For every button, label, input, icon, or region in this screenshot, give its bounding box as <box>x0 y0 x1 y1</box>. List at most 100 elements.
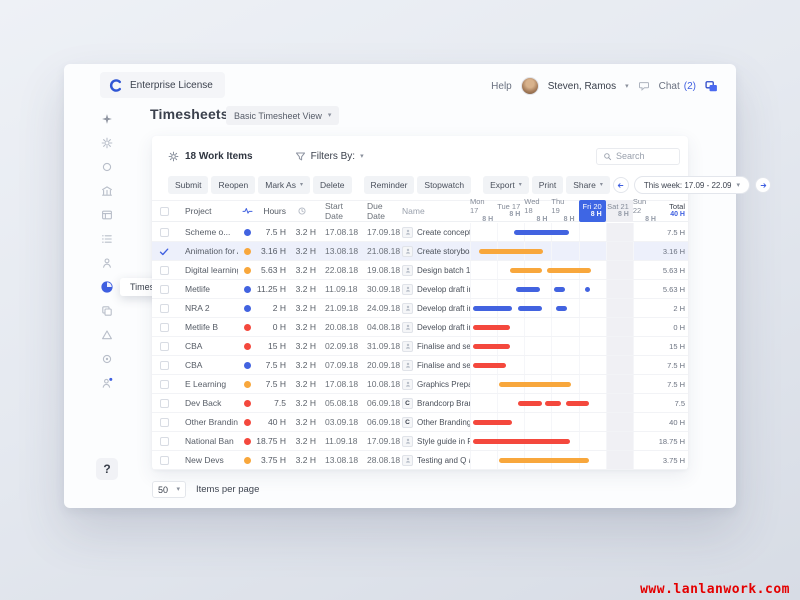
table-row[interactable]: New Devs 3.75 H 3.2 H 13.08.18 28.08.18 Testi… <box>152 451 688 470</box>
user-menu[interactable]: Steven, Ramos <box>547 80 617 92</box>
row-checkbox-cell <box>152 360 176 370</box>
week-range-selector[interactable]: This week: 17.09 - 22.09 ▾ <box>633 176 751 194</box>
row-checkbox[interactable] <box>159 379 169 389</box>
sidebar-item-copy[interactable] <box>95 304 119 318</box>
gantt-bar[interactable] <box>584 287 591 292</box>
row-checkbox[interactable] <box>159 398 169 408</box>
mark-as-button[interactable]: Mark As ▾ <box>258 176 310 194</box>
select-all-checkbox[interactable] <box>159 206 169 216</box>
day-column[interactable]: Sat 21 8 H <box>605 200 633 222</box>
avatar[interactable] <box>520 77 539 95</box>
gantt-bar[interactable] <box>514 230 569 235</box>
table-row[interactable]: Metlife B 0 H 3.2 H 20.08.18 04.08.18 Develop… <box>152 318 688 337</box>
start-date-cell: 22.08.18 <box>325 265 359 275</box>
row-checkbox[interactable] <box>159 360 169 370</box>
export-button[interactable]: Export ▾ <box>483 176 529 194</box>
gantt-bar[interactable] <box>473 420 513 425</box>
col-hours[interactable]: Hours <box>263 206 286 216</box>
gantt-bar[interactable] <box>473 344 511 349</box>
table-row[interactable]: National Ban 18.75 H 3.2 H 11.09.18 17.09.18… <box>152 432 688 451</box>
help-button[interactable]: ? <box>96 458 118 480</box>
day-column[interactable]: Mon 17 8 H <box>470 197 497 222</box>
page-size-select[interactable]: 50 ▾ <box>152 481 186 498</box>
gantt-bar[interactable] <box>498 458 590 463</box>
gantt-bar[interactable] <box>498 382 572 387</box>
enterprise-license-badge[interactable]: Enterprise License <box>100 72 225 98</box>
sidebar-item-circle[interactable] <box>95 160 119 174</box>
table-row[interactable]: E Learning 7.5 H 3.2 H 17.08.18 10.08.18 Grap… <box>152 375 688 394</box>
col-start-date[interactable]: Start Date <box>325 201 343 221</box>
sidebar-item-user[interactable] <box>95 256 119 270</box>
table-row[interactable]: CBA 15 H 3.2 H 02.09.18 31.09.18 Finalise and… <box>152 337 688 356</box>
submit-button[interactable]: Submit <box>168 176 209 194</box>
sidebar-item-board[interactable] <box>95 208 119 222</box>
filters-dropdown[interactable]: Filters By: ▾ <box>295 151 364 162</box>
day-column[interactable]: Sun 22 8 H <box>633 197 660 222</box>
share-button[interactable]: Share ▾ <box>566 176 610 194</box>
sidebar-item-timesheets[interactable] <box>95 280 119 294</box>
reminder-button[interactable]: Reminder <box>363 176 415 194</box>
row-checkbox[interactable] <box>159 417 169 427</box>
search-input[interactable] <box>616 151 673 161</box>
sidebar-item-settings[interactable] <box>95 352 119 366</box>
row-checkbox[interactable] <box>159 322 169 332</box>
sidebar-item-user-alert[interactable] <box>95 376 119 390</box>
help-link[interactable]: Help <box>491 80 512 92</box>
sidebar-item-list[interactable] <box>95 232 119 246</box>
next-week-button[interactable] <box>755 177 772 193</box>
gantt-bar[interactable] <box>565 401 590 406</box>
name-cell: Create concept sketch - Info... <box>402 226 470 238</box>
table-row[interactable]: Metlife 11.25 H 3.2 H 11.09.18 30.09.18 Devel… <box>152 280 688 299</box>
sidebar-item-gear[interactable] <box>95 136 119 150</box>
sidebar-item-bank[interactable] <box>95 184 119 198</box>
day-column[interactable]: Tue 17 8 H <box>497 200 524 222</box>
gantt-bar[interactable] <box>478 249 543 254</box>
gantt-bar[interactable] <box>556 306 568 311</box>
table-row[interactable]: Other Branding 40 H 3.2 H 03.09.18 06.09.18 C… <box>152 413 688 432</box>
gantt-bar[interactable] <box>515 287 540 292</box>
gantt-bar[interactable] <box>517 306 542 311</box>
gantt-bar[interactable] <box>546 268 591 273</box>
delete-button[interactable]: Delete <box>312 176 352 194</box>
gantt-bar[interactable] <box>554 287 566 292</box>
prev-week-button[interactable] <box>612 177 629 193</box>
col-total[interactable]: Total 40 H <box>660 202 688 220</box>
sidebar-item-star[interactable] <box>95 112 119 126</box>
row-checkbox[interactable] <box>159 436 169 446</box>
table-row[interactable]: Digital learning 5.63 H 3.2 H 22.08.18 19.08… <box>152 261 688 280</box>
print-button[interactable]: Print <box>531 176 564 194</box>
view-selector[interactable]: Basic Timesheet View ▾ <box>226 106 340 125</box>
col-due-date[interactable]: Due Date <box>367 201 385 221</box>
day-column[interactable]: Thu 19 8 H <box>551 197 578 222</box>
col-project[interactable]: Project <box>185 206 212 216</box>
gantt-bar[interactable] <box>510 268 542 273</box>
apps-stack-icon[interactable] <box>705 80 718 93</box>
gantt-bar[interactable] <box>473 363 507 368</box>
row-checkbox[interactable] <box>159 455 169 465</box>
row-checkbox[interactable] <box>159 303 169 313</box>
row-checkbox[interactable] <box>159 284 169 294</box>
table-row[interactable]: Animation for A. 3.16 H 3.2 H 13.08.18 21.08… <box>152 242 688 261</box>
table-row[interactable]: Scheme o... 7.5 H 3.2 H 17.08.18 17.09.18 Cre… <box>152 223 688 242</box>
total-value: 40 H <box>669 417 685 427</box>
stopwatch-button[interactable]: Stopwatch <box>417 176 472 194</box>
day-column[interactable]: Fri 20 8 H <box>578 200 606 222</box>
table-row[interactable]: Dev Back 7.5 3.2 H 05.08.18 06.09.18 C Brandco… <box>152 394 688 413</box>
gantt-bar[interactable] <box>473 439 571 444</box>
row-checkbox[interactable] <box>159 246 169 256</box>
day-column[interactable]: Wed 18 8 H <box>524 197 551 222</box>
gantt-bar[interactable] <box>473 325 511 330</box>
table-row[interactable]: NRA 2 2 H 3.2 H 21.09.18 24.09.18 Develop dra… <box>152 299 688 318</box>
gantt-bar[interactable] <box>544 401 561 406</box>
reopen-button[interactable]: Reopen <box>211 176 256 194</box>
row-checkbox[interactable] <box>159 265 169 275</box>
col-name[interactable]: Name <box>402 206 425 216</box>
table-row[interactable]: CBA 7.5 H 3.2 H 07.09.18 20.09.18 Finalise an… <box>152 356 688 375</box>
row-checkbox[interactable] <box>159 227 169 237</box>
row-checkbox[interactable] <box>159 341 169 351</box>
sidebar-item-triangle[interactable] <box>95 328 119 342</box>
gantt-bar[interactable] <box>517 401 542 406</box>
search-box[interactable] <box>596 147 680 165</box>
gantt-bar[interactable] <box>473 306 513 311</box>
chat-link[interactable]: Chat (2) <box>659 81 696 92</box>
